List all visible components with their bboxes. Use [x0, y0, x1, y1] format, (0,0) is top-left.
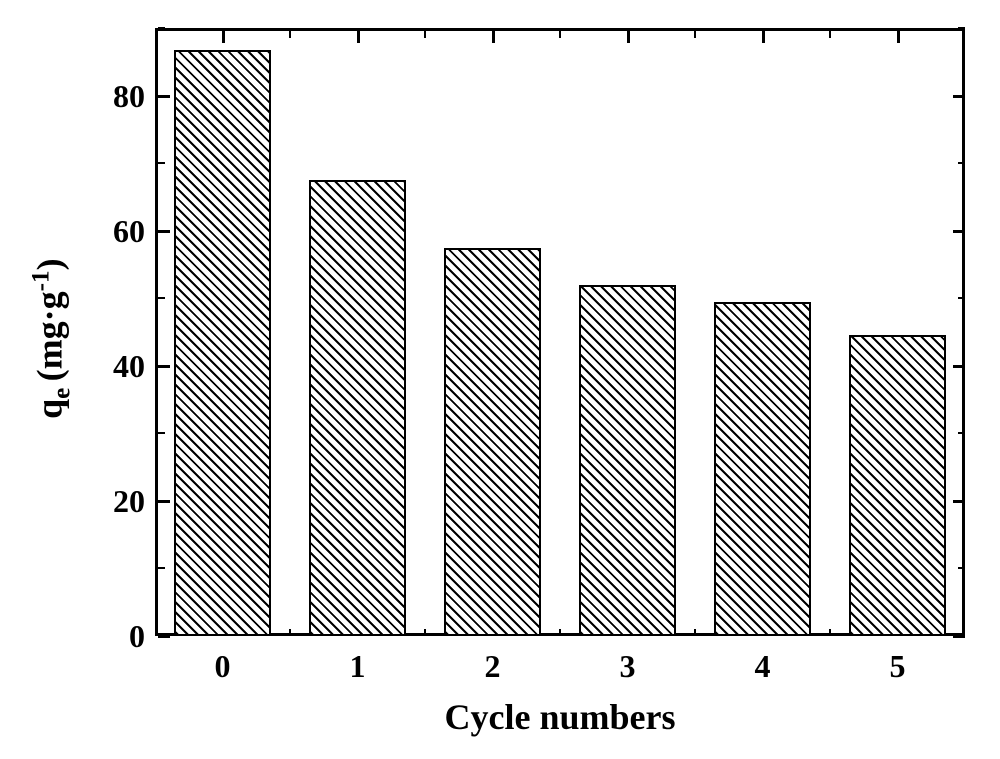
x-tick-minor — [424, 629, 426, 636]
y-tick-major — [953, 230, 965, 233]
bar — [714, 302, 811, 636]
y-tick-minor — [158, 27, 165, 29]
y-axis-label: qe (mg·g-1) — [27, 209, 76, 469]
y-tick-minor — [958, 297, 965, 299]
x-tick-minor — [694, 31, 696, 38]
x-tick-major — [492, 31, 495, 43]
x-tick-major — [762, 31, 765, 43]
x-tick-minor — [559, 629, 561, 636]
bar — [579, 285, 676, 636]
plot-area — [155, 28, 965, 636]
x-axis-label: Cycle numbers — [155, 696, 965, 738]
y-tick-minor — [958, 162, 965, 164]
y-tick-label: 80 — [85, 78, 145, 115]
bar — [444, 248, 541, 636]
y-tick-major — [953, 635, 965, 638]
y-tick-major — [158, 500, 170, 503]
x-tick-minor — [289, 629, 291, 636]
x-tick-major — [357, 31, 360, 43]
x-tick-label: 1 — [328, 648, 388, 685]
x-tick-minor — [289, 31, 291, 38]
x-tick-major — [222, 31, 225, 43]
y-tick-major — [158, 95, 170, 98]
x-tick-minor — [694, 629, 696, 636]
x-tick-label: 2 — [463, 648, 523, 685]
x-tick-label: 0 — [193, 648, 253, 685]
bar — [174, 50, 271, 636]
chart-container: qe (mg·g-1) Cycle numbers 0 20 40 60 80 0 1 2 3 4… — [0, 0, 1000, 759]
bar — [309, 180, 406, 636]
x-tick-label: 5 — [868, 648, 928, 685]
x-tick-major — [627, 31, 630, 43]
y-tick-minor — [958, 567, 965, 569]
x-tick-minor — [829, 629, 831, 636]
x-tick-label: 3 — [598, 648, 658, 685]
y-tick-major — [158, 230, 170, 233]
y-tick-minor — [958, 432, 965, 434]
y-tick-major — [953, 500, 965, 503]
y-tick-major — [953, 95, 965, 98]
y-tick-label: 60 — [85, 213, 145, 250]
x-tick-major — [897, 31, 900, 43]
bar — [849, 335, 946, 636]
y-tick-major — [158, 365, 170, 368]
x-tick-minor — [829, 31, 831, 38]
x-tick-minor — [559, 31, 561, 38]
y-tick-minor — [958, 27, 965, 29]
y-tick-label: 0 — [85, 618, 145, 655]
y-tick-minor — [158, 432, 165, 434]
y-tick-major — [158, 635, 170, 638]
y-tick-major — [953, 365, 965, 368]
y-tick-minor — [158, 162, 165, 164]
x-tick-label: 4 — [733, 648, 793, 685]
x-tick-minor — [424, 31, 426, 38]
y-tick-minor — [158, 567, 165, 569]
y-tick-label: 40 — [85, 348, 145, 385]
y-tick-minor — [158, 297, 165, 299]
y-tick-label: 20 — [85, 483, 145, 520]
